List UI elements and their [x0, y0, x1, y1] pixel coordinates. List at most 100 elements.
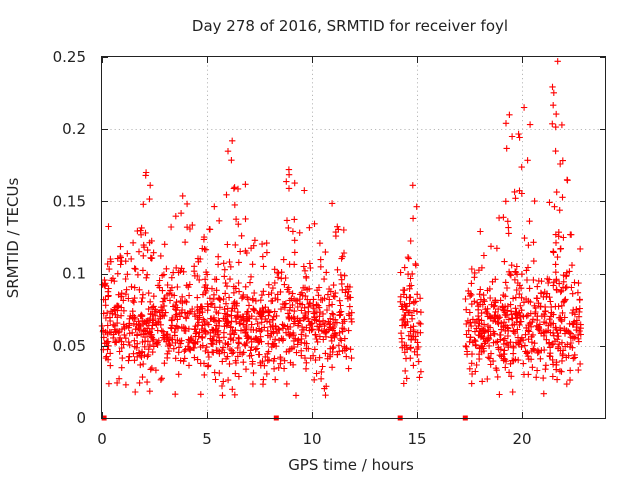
data-point [526, 285, 533, 292]
data-point [296, 317, 303, 324]
data-point [213, 287, 220, 294]
data-point [208, 300, 216, 307]
data-point [494, 373, 501, 381]
data-point [407, 275, 414, 282]
data-point [139, 267, 147, 274]
data-point [187, 308, 194, 315]
data-point [269, 322, 277, 330]
data-point [172, 324, 179, 332]
data-point [291, 249, 298, 256]
data-point [122, 335, 129, 342]
data-point [575, 279, 582, 287]
data-point [468, 380, 475, 387]
data-point [522, 331, 529, 338]
data-point [497, 331, 504, 339]
data-point [165, 290, 173, 297]
data-point [176, 337, 183, 345]
data-point [525, 328, 533, 335]
data-point [571, 318, 578, 325]
data-point [173, 298, 180, 306]
data-point [475, 306, 482, 313]
data-point [300, 315, 307, 322]
data-point [104, 322, 111, 329]
data-point [295, 336, 302, 343]
x-tick-label: 20 [512, 430, 531, 448]
data-point [291, 216, 298, 223]
data-point [278, 275, 285, 282]
data-point [286, 332, 293, 339]
data-point [273, 312, 280, 320]
data-point [337, 302, 344, 309]
data-point [317, 263, 324, 270]
data-point [414, 351, 421, 358]
data-point [257, 297, 264, 304]
data-point [313, 370, 320, 377]
data-point [413, 308, 421, 315]
data-point [269, 340, 276, 347]
data-point [306, 300, 313, 308]
data-point [164, 354, 171, 362]
data-point [180, 268, 187, 275]
data-point [102, 296, 109, 303]
data-point [223, 191, 230, 198]
data-point [575, 338, 582, 345]
data-point [466, 365, 473, 372]
data-point [232, 357, 239, 364]
data-point [554, 329, 561, 337]
data-point [495, 305, 502, 313]
data-point [346, 303, 353, 310]
data-point [137, 322, 144, 329]
data-point [518, 163, 525, 171]
data-point [568, 262, 576, 269]
data-point [291, 179, 298, 187]
data-point [161, 336, 168, 343]
y-tick-labels: 0 0.05 0.1 0.15 0.2 0.25 [53, 48, 86, 427]
data-point [316, 240, 324, 247]
data-point [114, 314, 121, 321]
data-point [220, 295, 227, 303]
data-point [126, 341, 133, 349]
data-point [487, 294, 494, 302]
data-point [468, 291, 475, 298]
data-point [544, 275, 551, 282]
data-point [117, 254, 124, 261]
data-point [287, 359, 294, 366]
data-point [285, 331, 293, 338]
data-point [298, 307, 305, 314]
data-point [172, 355, 179, 362]
data-point [399, 306, 407, 313]
data-point [197, 391, 204, 398]
data-point [235, 279, 242, 287]
data-point [216, 350, 223, 357]
data-point [247, 347, 254, 354]
data-point [210, 333, 218, 340]
data-point [332, 316, 339, 323]
data-point [166, 297, 174, 304]
data-point [198, 325, 205, 333]
data-point [286, 261, 293, 268]
data-point [291, 307, 298, 315]
data-point [573, 323, 580, 331]
data-point [120, 307, 128, 314]
data-point [495, 320, 502, 327]
data-point [306, 224, 313, 231]
data-point [476, 291, 483, 298]
data-point [195, 319, 202, 326]
data-point [345, 288, 352, 295]
data-point [142, 172, 149, 179]
data-point [250, 305, 257, 312]
data-point [242, 215, 249, 223]
data-point [559, 350, 566, 358]
data-point [406, 309, 413, 316]
data-point [181, 309, 189, 316]
data-point [550, 279, 558, 286]
data-point [527, 298, 534, 306]
data-point [252, 297, 260, 305]
data-point [279, 300, 287, 308]
data-point [220, 329, 228, 336]
data-point [247, 273, 255, 280]
data-point [147, 298, 154, 305]
data-point [144, 353, 151, 360]
data-point [503, 284, 511, 292]
data-point [118, 364, 125, 371]
